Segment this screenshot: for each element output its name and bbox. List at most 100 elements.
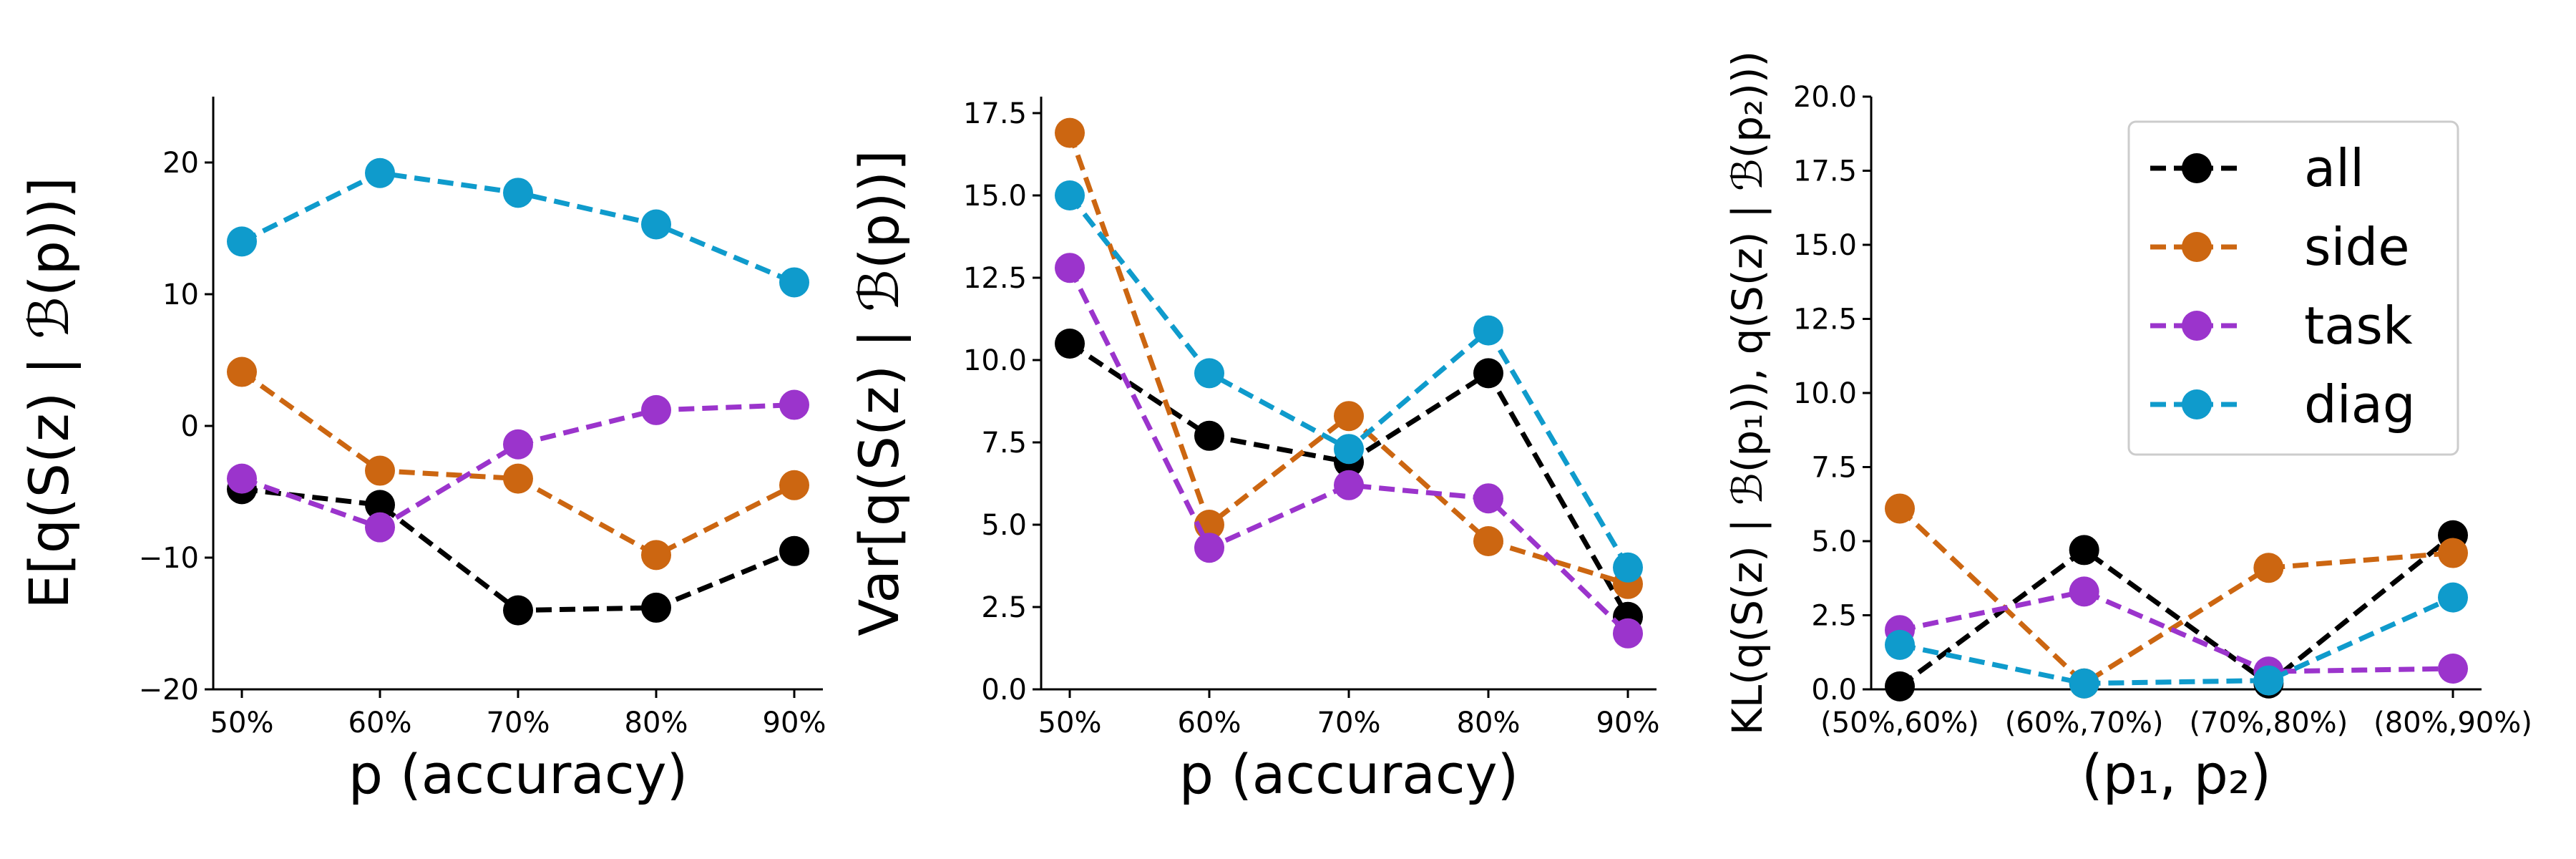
- series-line-all: [241, 486, 796, 613]
- y-tick-label: 15.0: [1793, 229, 1857, 262]
- data-point-task: [1055, 253, 1085, 283]
- y-tick-label: −10: [139, 542, 199, 575]
- x-tick-label: 90%: [1596, 707, 1660, 739]
- y-tick-label: 5.0: [1811, 525, 1857, 558]
- panel-kl-divergence: 0.0 2.5 5.0 7.5 10.0 12.5 15.0 17.5 20.0 (50%,60%…: [1723, 51, 2532, 806]
- data-point-diag: [2438, 582, 2468, 613]
- x-tick-label: 70%: [1317, 707, 1381, 739]
- data-point-diag: [227, 226, 257, 257]
- x-axis-title: p (accuracy): [1179, 742, 1519, 806]
- panel-expectation: −20 −10 0 10 20 50% 60% 70% 80% 90% p (accuracy) E[…: [17, 97, 826, 806]
- legend-marker-side: [2182, 232, 2212, 262]
- y-tick-label: 2.5: [1811, 600, 1857, 633]
- panel-variance: 0.0 2.5 5.0 7.5 10.0 12.5 15.0 17.5 50% 60% 70% 80%…: [847, 97, 1659, 806]
- y-tick-label: 0.0: [1811, 674, 1857, 707]
- data-point-diag: [1885, 629, 1915, 660]
- x-axis-title: (p₁, p₂): [2082, 742, 2271, 806]
- data-point-diag: [365, 157, 395, 188]
- series-line-side: [1898, 506, 2454, 687]
- series-line-diag: [1899, 595, 2454, 686]
- data-point-side: [641, 540, 671, 571]
- x-tick-label: (50%,60%): [1820, 707, 1979, 739]
- x-tick-label: 50%: [1038, 707, 1102, 739]
- data-point-diag: [2253, 665, 2284, 696]
- data-point-all: [1473, 358, 1503, 389]
- data-point-diag: [2069, 668, 2099, 699]
- series-line-side: [240, 369, 796, 558]
- y-tick-label: 20.0: [1793, 81, 1857, 114]
- y-tick-label: 0: [181, 410, 199, 443]
- data-point-task: [1473, 483, 1503, 514]
- data-point-task: [503, 429, 533, 460]
- y-tick-label: −20: [139, 674, 199, 707]
- data-point-side: [1334, 401, 1364, 432]
- data-point-all: [2069, 535, 2099, 566]
- data-point-all: [365, 490, 395, 520]
- data-point-diag: [1194, 358, 1224, 389]
- data-point-task: [1334, 470, 1364, 500]
- data-point-all: [1055, 329, 1085, 359]
- y-tick-label: 12.5: [963, 262, 1027, 295]
- x-tick-label: 70%: [487, 707, 550, 739]
- legend-label-diag: diag: [2304, 374, 2416, 435]
- x-tick-label: 80%: [625, 707, 688, 739]
- data-point-side: [779, 470, 809, 500]
- data-point-task: [365, 512, 395, 543]
- data-point-diag: [1613, 552, 1643, 583]
- legend-label-task: task: [2304, 296, 2413, 356]
- data-point-side: [1055, 117, 1085, 148]
- data-point-all: [1885, 671, 1915, 702]
- data-point-side: [503, 463, 533, 494]
- data-point-task: [227, 463, 257, 494]
- series-line-task: [1067, 266, 1630, 636]
- y-tick-label: 10: [162, 278, 199, 311]
- legend-label-side: side: [2304, 217, 2410, 277]
- data-point-task: [1194, 533, 1224, 563]
- y-axis-title: Var[q(S(z) | ℬ(p))]: [847, 150, 912, 636]
- data-point-all: [641, 592, 671, 623]
- data-point-all: [1194, 420, 1224, 451]
- data-point-diag: [1334, 434, 1364, 465]
- data-point-side: [2438, 538, 2468, 568]
- series-line-task: [1899, 588, 2454, 674]
- y-tick-label: 20: [162, 147, 199, 180]
- data-point-task: [641, 394, 671, 425]
- data-point-side: [365, 455, 395, 486]
- series-line-all: [1898, 533, 2455, 689]
- legend-label-all: all: [2304, 138, 2364, 198]
- y-tick-label: 17.5: [963, 97, 1027, 130]
- y-axis-title: KL(q(S(z) | ℬ(p₁)), q(S(z) | ℬ(p₂))): [1723, 51, 1772, 735]
- y-tick-label: 5.0: [981, 509, 1027, 542]
- y-tick-label: 7.5: [981, 427, 1027, 460]
- legend-marker-all: [2182, 153, 2212, 183]
- y-tick-label: 2.5: [981, 591, 1027, 624]
- x-tick-label: 50%: [210, 707, 274, 739]
- y-tick-label: 0.0: [981, 674, 1027, 707]
- data-point-side: [1473, 526, 1503, 556]
- data-point-task: [2069, 576, 2099, 607]
- legend-marker-task: [2182, 311, 2212, 341]
- data-point-diag: [1473, 315, 1503, 346]
- data-point-side: [2253, 553, 2284, 583]
- data-point-all: [779, 535, 809, 566]
- legend-box: [2127, 120, 2459, 456]
- data-point-task: [2438, 654, 2468, 684]
- y-tick-label: 7.5: [1811, 452, 1857, 485]
- data-point-all: [503, 595, 533, 626]
- data-point-diag: [641, 209, 671, 240]
- x-tick-label: (70%,80%): [2189, 707, 2348, 739]
- data-point-task: [1613, 618, 1643, 649]
- series-line-side: [1067, 132, 1629, 587]
- data-point-diag: [503, 178, 533, 208]
- series-line-diag: [1068, 193, 1631, 569]
- data-point-diag: [1055, 180, 1085, 210]
- data-point-side: [1885, 493, 1915, 524]
- data-point-diag: [779, 267, 809, 298]
- x-tick-label: 90%: [763, 707, 826, 739]
- y-tick-label: 17.5: [1793, 155, 1857, 188]
- x-tick-label: 80%: [1457, 707, 1521, 739]
- y-tick-label: 10.0: [963, 344, 1027, 377]
- legend: all side task diag: [2127, 120, 2459, 456]
- y-axis-title: E[q(S(z) | ℬ(p))]: [17, 177, 82, 609]
